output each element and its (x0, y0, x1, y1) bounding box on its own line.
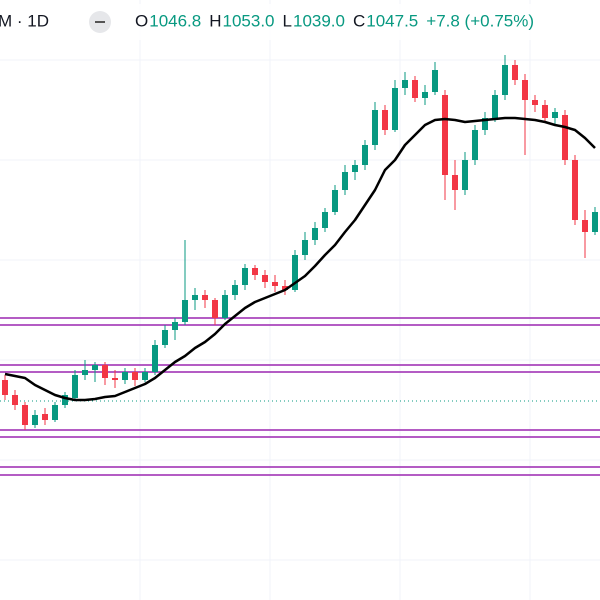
moving-average (4, 116, 596, 402)
candle-body (302, 240, 308, 255)
candle-body (462, 160, 468, 190)
candle-body (102, 365, 108, 378)
candle-body (162, 330, 168, 345)
header-open: 1046.8 (149, 11, 201, 30)
candle-body (452, 175, 458, 190)
header-low: 1039.0 (293, 11, 345, 30)
header-change: +7.8 (+0.75%) (426, 11, 534, 30)
candle-body (432, 70, 438, 92)
candle-body (12, 395, 18, 405)
candle-body (312, 228, 318, 240)
candle-body (592, 212, 598, 232)
candle-body (292, 255, 298, 290)
header-o-label: O (135, 11, 148, 30)
candle-body (382, 110, 388, 130)
candle-body (152, 345, 158, 372)
candle-body (202, 295, 208, 300)
candle-body (222, 295, 228, 318)
candle-body (112, 378, 118, 380)
candle-body (442, 95, 448, 175)
candle-body (2, 380, 8, 395)
candle-body (32, 415, 38, 425)
candle-body (82, 370, 88, 375)
candle-body (362, 145, 368, 165)
candle-body (422, 92, 428, 98)
candle-body (272, 282, 278, 286)
candle-body (542, 105, 548, 118)
candle-body (512, 65, 518, 80)
header-high: 1053.0 (223, 11, 275, 30)
candle-body (532, 100, 538, 105)
candle-body (52, 405, 58, 420)
candle-body (582, 220, 588, 232)
candle-body (492, 95, 498, 118)
candle-body (122, 372, 128, 380)
candle-body (412, 80, 418, 98)
candle-body (522, 80, 528, 100)
candle-body (232, 285, 238, 295)
candle-body (472, 130, 478, 160)
candle-body (482, 118, 488, 130)
candle-body (262, 275, 268, 282)
header-close: 1047.5 (366, 11, 418, 30)
candle-body (562, 115, 568, 160)
candle-body (172, 322, 178, 330)
candle-body (342, 172, 348, 190)
candle-body (132, 372, 138, 380)
candle-body (402, 80, 408, 88)
candle-body (372, 110, 378, 145)
candle-body (282, 286, 288, 290)
symbol: M · 1D (0, 11, 49, 30)
candle-body (72, 375, 78, 398)
candle-body (322, 212, 328, 228)
candle-body (242, 268, 248, 285)
candle-body (192, 295, 198, 300)
candle-body (22, 405, 28, 425)
candle-body (572, 160, 578, 220)
candle-body (42, 414, 48, 420)
ohlc-header: O 1046.8 H 1053.0 L 1039.0 C 1047.5 +7.8 (+0.75%… (135, 11, 534, 30)
header-l-label: L (283, 11, 292, 30)
candle-body (62, 395, 68, 405)
candle-body (252, 268, 258, 275)
candle-body (142, 372, 148, 380)
candle-body (552, 112, 558, 118)
candle-body (502, 65, 508, 95)
candle-body (92, 365, 98, 370)
candle-body (392, 88, 398, 130)
header-h-label: H (209, 11, 221, 30)
candle-body (332, 190, 338, 212)
header-c-label: C (353, 11, 365, 30)
candle-body (182, 300, 188, 322)
candle-body (352, 165, 358, 172)
candle-body (212, 300, 218, 318)
